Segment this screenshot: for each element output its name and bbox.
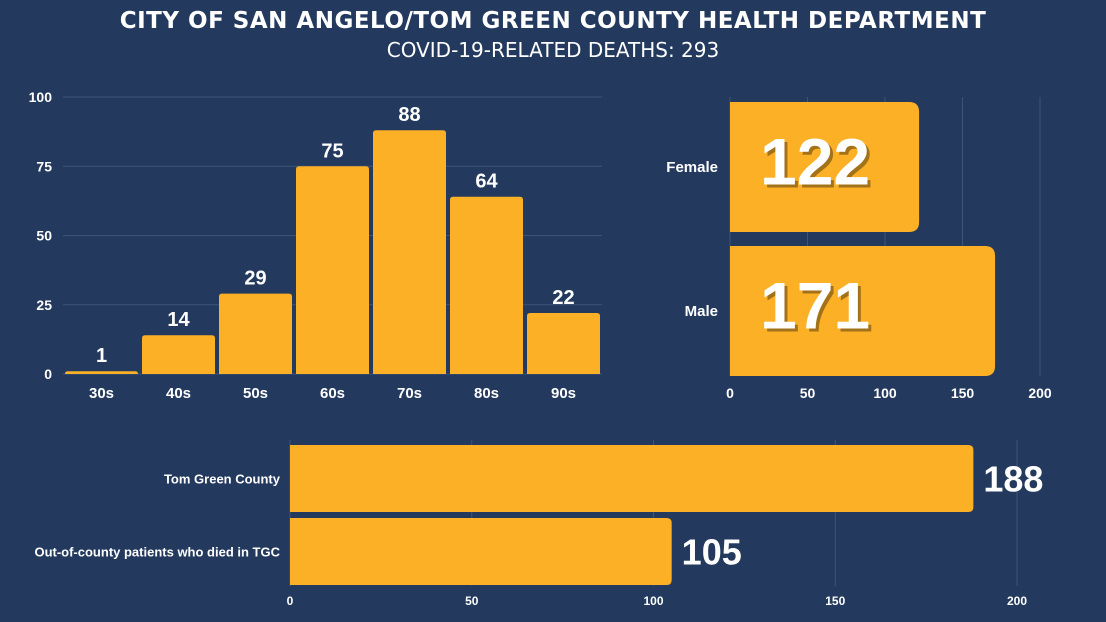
bar [142,335,215,374]
data-label: 64 [475,171,498,193]
x-tick-label: 40s [166,385,191,402]
y-tick-label: 50 [36,228,52,244]
x-tick-label: 100 [643,594,663,608]
bar [219,293,292,374]
data-label: 14 [167,309,190,331]
x-tick-label: 30s [89,385,114,402]
x-tick-label: 70s [397,385,422,402]
x-tick-label: 200 [1028,385,1052,401]
age-bar-chart: 0 25 50 75 100 1 30s 14 40s 29 50s 75 60s 88 70s 64 80s 2… [29,89,602,402]
data-label: 105 [682,532,742,573]
x-tick-label: 90s [551,385,576,402]
x-tick-label: 50 [465,594,479,608]
x-tick-label: 50s [243,385,268,402]
x-tick-label: 0 [726,385,734,401]
data-label: 88 [398,104,420,126]
x-tick-label: 80s [474,385,499,402]
data-label: 29 [244,268,266,290]
data-label-shadow: 171 [763,271,873,345]
bar [730,102,920,232]
x-tick-label: 150 [951,385,975,401]
page-subtitle: COVID-19-RELATED DEATHS: 293 [386,38,720,62]
data-label: 22 [552,287,574,309]
y-tick-label: 25 [36,297,52,313]
residence-bar-chart: 0 50 100 150 200 188 Tom Green County 105 Out-of… [34,440,1043,608]
bar [373,130,446,374]
data-label-shadow: 122 [763,127,873,201]
data-label: 188 [983,459,1043,500]
bar [290,518,672,585]
x-tick-label: 0 [287,594,294,608]
y-tick-label: 100 [29,89,53,105]
x-tick-label: 100 [873,385,897,401]
bar [527,313,600,374]
y-tick-label: Tom Green County [164,472,281,487]
page-title: CITY OF SAN ANGELO/TOM GREEN COUNTY HEAL… [119,8,987,34]
x-tick-label: 200 [1007,594,1027,608]
y-tick-label: Male [685,303,718,320]
data-label: 171 [760,268,870,342]
bar [296,166,369,374]
y-tick-label: 0 [44,366,52,382]
bar [290,445,974,512]
y-tick-label: 75 [36,158,52,174]
data-label: 122 [760,124,870,198]
x-tick-label: 50 [800,385,816,401]
bar [65,371,138,374]
y-tick-label: Female [666,159,718,176]
data-label: 75 [321,140,343,162]
x-tick-label: 150 [825,594,845,608]
data-label: 1 [96,345,107,367]
bar [730,246,996,376]
bar [450,196,523,374]
x-tick-label: 60s [320,385,345,402]
y-tick-label: Out-of-county patients who died in TGC [34,545,280,560]
